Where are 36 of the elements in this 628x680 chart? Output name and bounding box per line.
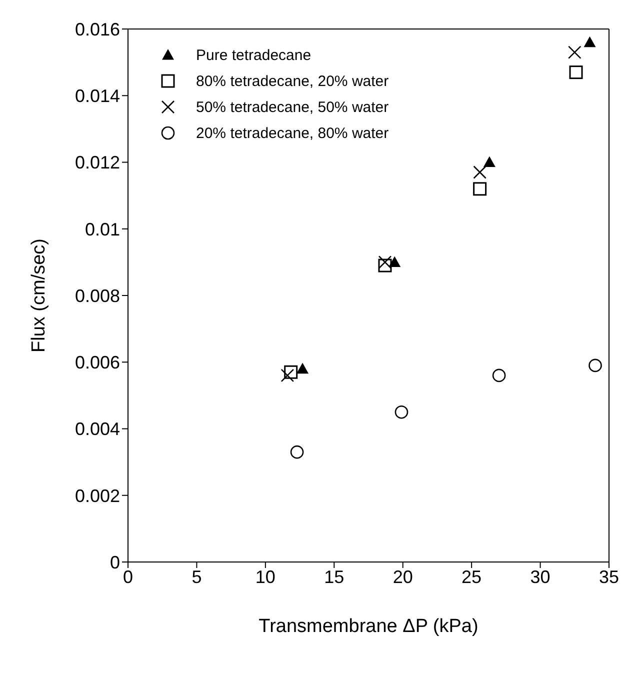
y-tick-label: 0.006	[74, 352, 120, 373]
y-tick-label: 0.016	[74, 19, 120, 40]
legend-label: 20% tetradecane, 80% water	[196, 124, 389, 142]
point	[569, 66, 583, 80]
point	[290, 445, 304, 459]
x-tick-label: 15	[324, 566, 344, 587]
point	[394, 405, 408, 419]
y-tick-label: 0.012	[74, 152, 120, 173]
x-tick-label: 20	[392, 566, 413, 587]
point	[284, 365, 298, 379]
x-tick-label: 25	[462, 566, 482, 587]
y-tick-label: 0.002	[74, 486, 120, 506]
x-tick-label: 35	[598, 566, 620, 587]
x-tick-label: 5	[192, 566, 202, 587]
x-tick-label: 10	[255, 566, 276, 587]
legend-label: 50% tetradecane, 50% water	[196, 98, 389, 116]
point	[568, 46, 582, 59]
legend-label: 80% tetradecane, 20% water	[196, 72, 389, 90]
x-axis-title: Transmembrane ΔP (kPa)	[258, 616, 478, 637]
point	[492, 368, 506, 382]
point	[584, 36, 596, 48]
x-tick-label: 30	[530, 566, 550, 587]
y-tick-label: 0.01	[84, 219, 120, 240]
x-tick-label: 0	[122, 566, 134, 587]
point	[296, 362, 309, 374]
y-tick-label: 0	[110, 552, 120, 572]
y-tick-label: 0.008	[74, 286, 120, 306]
point	[588, 358, 602, 372]
point	[473, 182, 487, 196]
legend-label: Pure tetradecane	[196, 46, 312, 64]
point	[378, 258, 392, 272]
point	[473, 166, 486, 179]
y-tick-label: 0.014	[74, 86, 120, 106]
y-axis-title: Flux (cm/sec)	[28, 238, 50, 352]
point	[483, 156, 496, 168]
y-tick-label: 0.004	[74, 419, 120, 440]
